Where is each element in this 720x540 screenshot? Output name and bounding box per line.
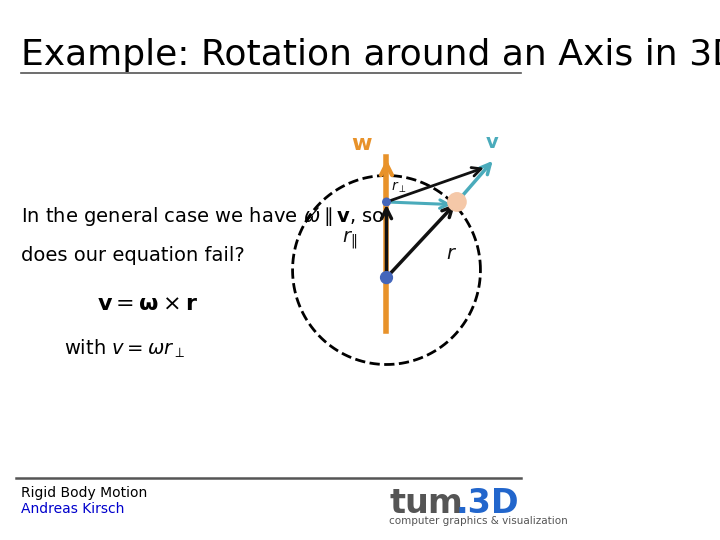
Text: m: m xyxy=(427,487,462,520)
Text: with $v = \omega r_{\perp}$: with $v = \omega r_{\perp}$ xyxy=(64,338,185,360)
Circle shape xyxy=(381,272,392,284)
Text: In the general case we have $\omega \not\parallel \mathbf{v}$, so: In the general case we have $\omega \not… xyxy=(22,205,385,228)
Text: does our equation fail?: does our equation fail? xyxy=(22,246,246,265)
Text: $\mathbf{w}$: $\mathbf{w}$ xyxy=(351,134,373,154)
Text: Rigid Body Motion: Rigid Body Motion xyxy=(22,486,148,500)
Text: $r_{\perp}$: $r_{\perp}$ xyxy=(391,180,407,195)
Text: $r_{\|}$: $r_{\|}$ xyxy=(342,229,357,251)
Circle shape xyxy=(383,198,390,206)
Text: computer graphics & visualization: computer graphics & visualization xyxy=(390,516,568,526)
Text: Andreas Kirsch: Andreas Kirsch xyxy=(22,502,125,516)
Text: tu: tu xyxy=(390,487,429,520)
Circle shape xyxy=(448,193,466,211)
Text: $\mathbf{v} = \mathbf{\omega} \times \mathbf{r}$: $\mathbf{v} = \mathbf{\omega} \times \ma… xyxy=(96,294,198,314)
Text: .3D: .3D xyxy=(455,487,519,520)
Text: $r$: $r$ xyxy=(446,244,457,263)
Text: $\mathbf{v}$: $\mathbf{v}$ xyxy=(485,133,499,152)
Text: Example: Rotation around an Axis in 3D: Example: Rotation around an Axis in 3D xyxy=(22,38,720,72)
